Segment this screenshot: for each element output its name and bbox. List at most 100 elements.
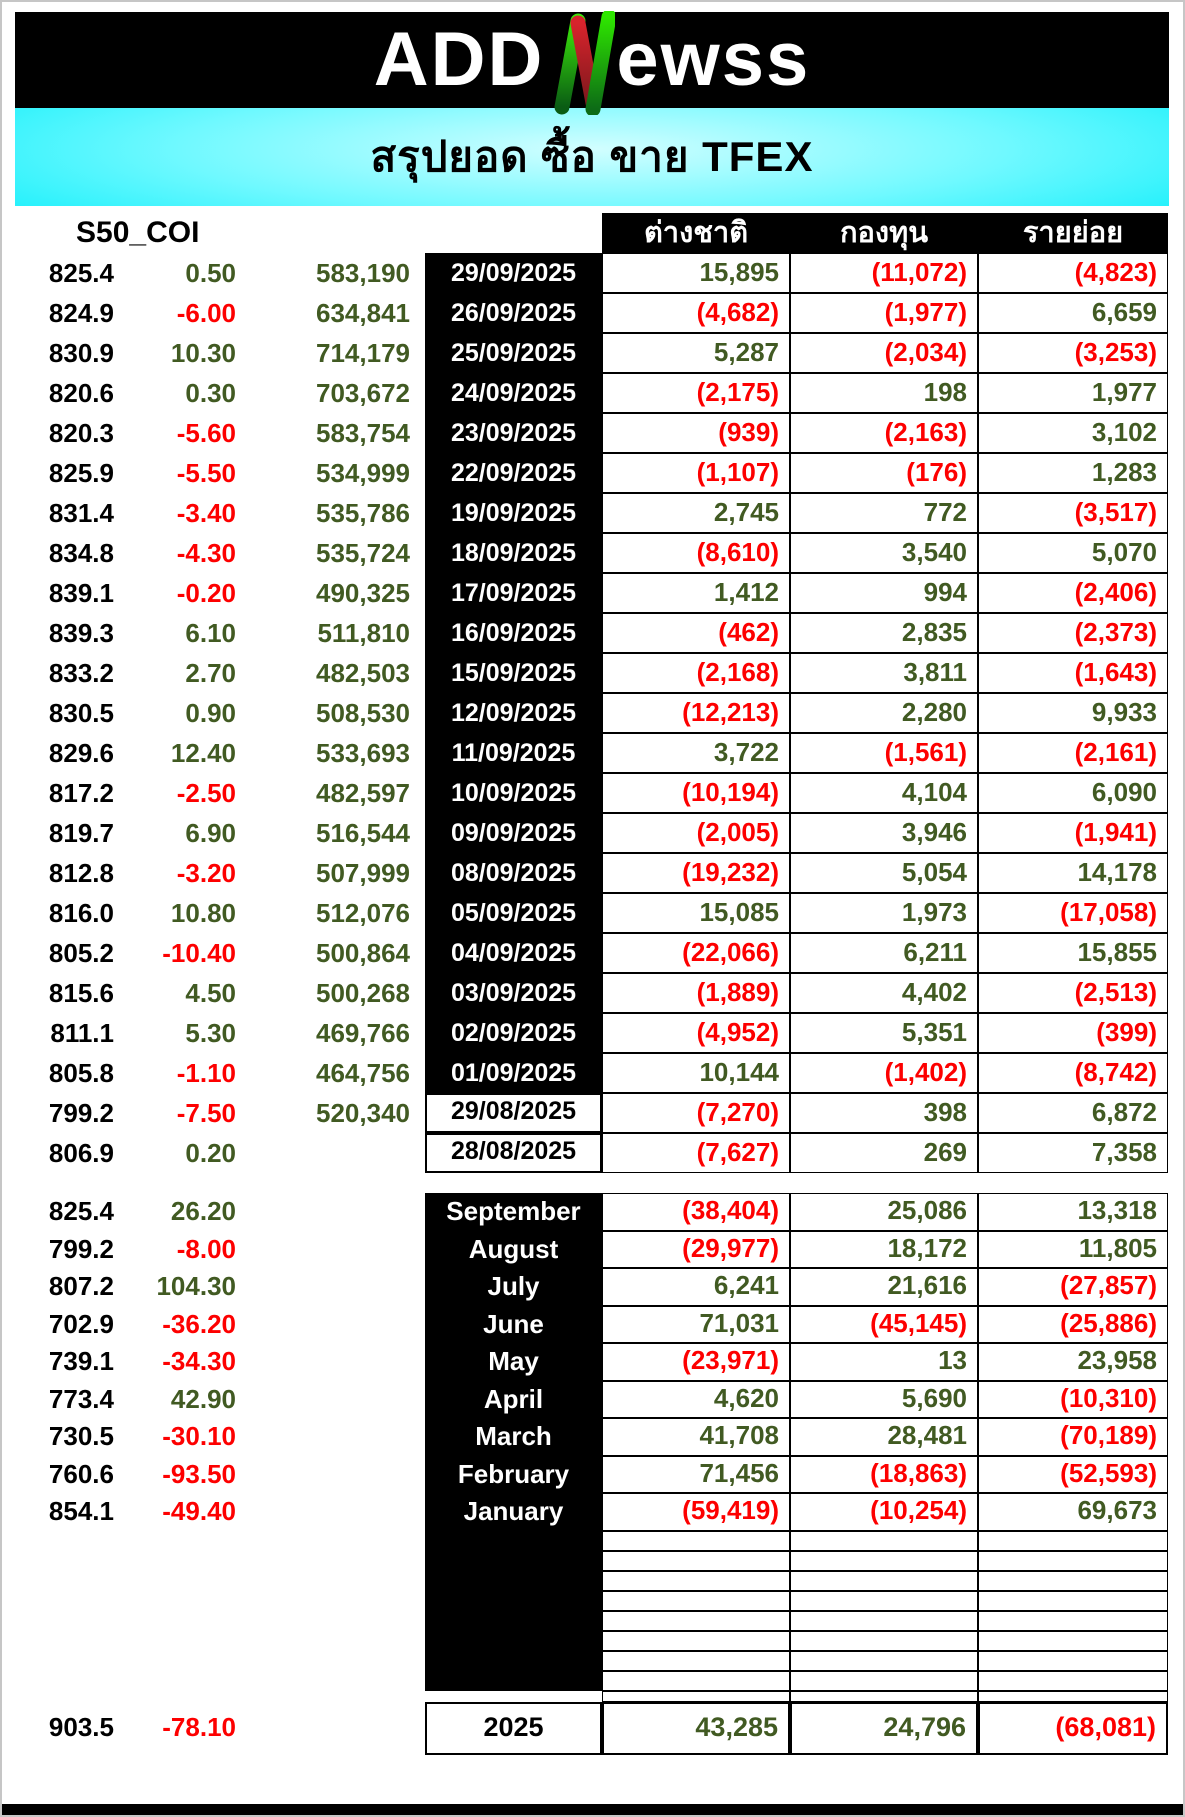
foreign-cell: (462) [602, 613, 790, 653]
monthly-row: 702.9 -36.20 June 71,031 (45,145) (25,886) [0, 1305, 1185, 1343]
foreign-cell: 71,031 [602, 1305, 790, 1343]
retail-cell: 1,977 [978, 373, 1168, 413]
title-banner: สรุปยอด ซื้อ ขาย TFEX [15, 108, 1169, 206]
daily-row: 839.1 -0.20 490,325 17/09/2025 1,412 994 (2,40… [0, 573, 1185, 613]
price-cell: 807.2 [48, 1271, 114, 1301]
empty-row [0, 1590, 1185, 1611]
empty-retail-cell [978, 1550, 1168, 1571]
retail-cell: (1,941) [978, 813, 1168, 853]
foreign-cell: (2,175) [602, 373, 790, 413]
change-cell: -3.40 [176, 498, 236, 528]
empty-foreign-cell [602, 1530, 790, 1551]
price-cell: 805.2 [48, 938, 114, 968]
foreign-cell: (22,066) [602, 933, 790, 973]
change-cell: 2.70 [185, 658, 236, 688]
change-cell: -34.30 [162, 1346, 236, 1376]
empty-row [0, 1630, 1185, 1651]
fund-cell: 18,172 [790, 1230, 978, 1268]
price-cell: 817.2 [48, 778, 114, 808]
date-cell: 24/09/2025 [425, 373, 602, 413]
column-header-foreign: ต่างชาติ [602, 213, 790, 253]
volume-cell: 482,597 [316, 778, 410, 808]
date-cell: 04/09/2025 [425, 933, 602, 973]
date-cell: 26/09/2025 [425, 293, 602, 333]
price-cell: 799.2 [48, 1233, 114, 1264]
empty-fund-cell [790, 1610, 978, 1631]
daily-row: 829.6 12.40 533,693 11/09/2025 3,722 (1,561)(… [0, 733, 1185, 773]
retail-cell: (27,857) [978, 1268, 1168, 1306]
empty-retail-cell [978, 1670, 1168, 1691]
month-cell: July [425, 1268, 602, 1306]
volume-cell: 500,268 [316, 978, 410, 1008]
monthly-row: 825.4 26.20 September (38,404) 25,086 13,318 [0, 1193, 1185, 1231]
empty-fund-cell [790, 1630, 978, 1651]
foreign-cell: (38,404) [602, 1193, 790, 1231]
change-cell: 12.40 [170, 738, 236, 768]
retail-cell: (25,886) [978, 1305, 1168, 1343]
empty-date-cell [425, 1670, 602, 1691]
retail-cell: 15,855 [978, 933, 1168, 973]
fund-cell: (2,034) [790, 333, 978, 373]
logo-text-suffix: ewss [616, 17, 811, 102]
retail-cell: 6,872 [978, 1093, 1168, 1133]
year-total-row: 903.5 -78.10 2025 43,285 24,796 (68,081) [0, 1701, 1185, 1755]
retail-cell: (52,593) [978, 1455, 1168, 1493]
fund-cell: 398 [790, 1093, 978, 1133]
volume-cell: 534,999 [316, 458, 410, 488]
price-cell: 773.4 [48, 1383, 114, 1414]
date-cell: 01/09/2025 [425, 1053, 602, 1093]
change-cell: 6.10 [185, 618, 236, 648]
retail-cell: 23,958 [978, 1343, 1168, 1381]
foreign-cell: (23,971) [602, 1343, 790, 1381]
empty-foreign-cell [602, 1670, 790, 1691]
date-cell: 25/09/2025 [425, 333, 602, 373]
fund-cell: 4,104 [790, 773, 978, 813]
price-cell: 825.9 [48, 458, 114, 488]
retail-cell: (17,058) [978, 893, 1168, 933]
foreign-cell: (2,005) [602, 813, 790, 853]
foreign-cell: 2,745 [602, 493, 790, 533]
foreign-cell: (8,610) [602, 533, 790, 573]
month-cell: May [425, 1343, 602, 1381]
retail-cell: (4,823) [978, 253, 1168, 293]
foreign-cell: (29,977) [602, 1230, 790, 1268]
empty-retail-cell [978, 1590, 1168, 1611]
fund-cell: (45,145) [790, 1305, 978, 1343]
change-cell: 0.20 [185, 1138, 236, 1168]
price-cell: 805.8 [48, 1058, 114, 1088]
change-cell: -30.10 [162, 1421, 236, 1451]
monthly-row: 760.6 -93.50 February 71,456 (18,863) (52,593… [0, 1455, 1185, 1493]
retail-cell: 6,090 [978, 773, 1168, 813]
foreign-cell: (12,213) [602, 693, 790, 733]
daily-row: 819.7 6.90 516,544 09/09/2025 (2,005) 3,946 (1… [0, 813, 1185, 853]
change-cell: 4.50 [185, 978, 236, 1008]
retail-cell: 7,358 [978, 1133, 1168, 1173]
fund-cell: 6,211 [790, 933, 978, 973]
foreign-cell: (7,627) [602, 1133, 790, 1173]
foreign-cell: 15,895 [602, 253, 790, 293]
addnewss-logo: ADD ewss [374, 11, 811, 115]
fund-cell: 25,086 [790, 1193, 978, 1231]
change-cell: -10.40 [162, 938, 236, 968]
tfex-summary-sheet: S50_COI ต่างชาติ กองทุน รายย่อย 825.4 0.5… [0, 213, 1185, 1755]
daily-row: 830.5 0.90 508,530 12/09/2025 (12,213) 2,280 9… [0, 693, 1185, 733]
volume-cell: 512,076 [316, 898, 410, 928]
daily-row: 820.6 0.30 703,672 24/09/2025 (2,175) 198 1,97… [0, 373, 1185, 413]
daily-row: 831.4 -3.40 535,786 19/09/2025 2,745 772 (3,51… [0, 493, 1185, 533]
fund-cell: 3,540 [790, 533, 978, 573]
change-cell: 10.80 [170, 898, 236, 928]
fund-cell: (2,163) [790, 413, 978, 453]
price-cell: 825.4 [48, 258, 114, 288]
empty-fund-cell [790, 1550, 978, 1571]
fund-cell: 269 [790, 1133, 978, 1173]
price-cell: 833.2 [48, 658, 114, 688]
empty-foreign-cell [602, 1650, 790, 1671]
empty-date-cell [425, 1610, 602, 1631]
separator-row [0, 1690, 1185, 1702]
date-cell: 10/09/2025 [425, 773, 602, 813]
empty-row [0, 1650, 1185, 1671]
foreign-cell: (19,232) [602, 853, 790, 893]
daily-row: 820.3 -5.60 583,754 23/09/2025 (939) (2,163) 3… [0, 413, 1185, 453]
month-cell: September [425, 1193, 602, 1231]
